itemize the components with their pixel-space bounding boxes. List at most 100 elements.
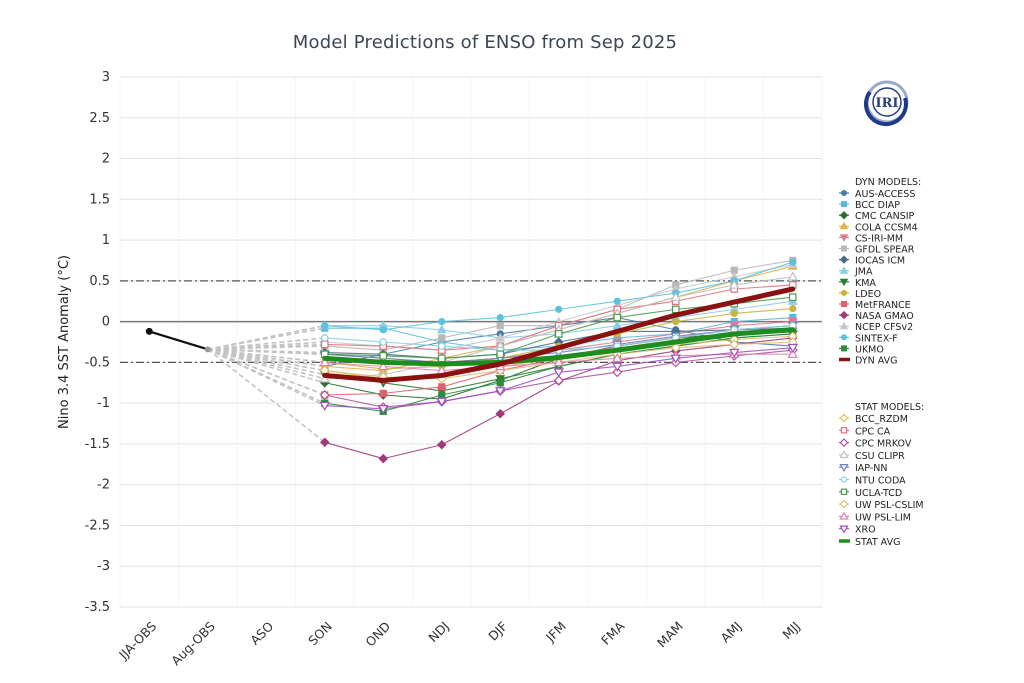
legend-marker: [839, 255, 849, 264]
data-point: [437, 354, 446, 363]
data-point: [787, 348, 798, 359]
legend-item-label: CS-IRI-MM: [855, 233, 903, 244]
legend-item-label: CSU CLIPR: [855, 451, 905, 462]
legend-marker: [840, 427, 848, 434]
data-point: [379, 352, 388, 360]
legend-item-label: NASA GMAO: [855, 311, 914, 322]
legend-marker: [840, 476, 848, 483]
data-point: [729, 339, 740, 350]
connector-line: [207, 343, 325, 351]
y-tick-label: 2: [102, 152, 110, 167]
legend-item-label: COLA CCSM4: [855, 222, 918, 233]
data-point: [438, 383, 446, 391]
data-point: [320, 334, 329, 342]
data-point: [379, 338, 388, 346]
legend-item-label: LDEO: [855, 289, 881, 300]
data-point: [437, 342, 446, 350]
legend-item-label: AUS-ACCESS: [855, 189, 915, 200]
connector-line: [207, 348, 325, 372]
connector-line: [207, 348, 326, 404]
legend-marker: [839, 221, 849, 230]
legend-marker: [839, 450, 849, 459]
observed-point: [204, 346, 211, 353]
legend-dyn-header: DYN MODELS:: [855, 177, 921, 188]
series-layer: [145, 256, 798, 464]
data-point: [730, 309, 738, 318]
legend-marker: [839, 310, 849, 320]
legend-marker: [839, 266, 849, 274]
data-point: [496, 322, 504, 330]
connector-line: [207, 324, 325, 351]
legend-item-label: IOCAS ICM: [855, 256, 905, 267]
y-tick-label: -2.5: [85, 518, 110, 533]
connector-line: [207, 348, 326, 443]
legend-item-label: IAP-NN: [855, 463, 887, 474]
y-axis: 3 2.5 2 1.5 1 0.5 0 -0.5 -1 -1.5 -2 -2.5 -3 -3.5: [85, 70, 110, 615]
y-tick-label: 0.5: [89, 274, 110, 289]
data-point: [789, 258, 797, 266]
data-point: [554, 330, 563, 338]
data-point: [378, 405, 389, 415]
data-point: [378, 361, 389, 371]
data-point: [553, 375, 564, 386]
x-tick-label: MAM: [654, 619, 686, 651]
connector-line: [207, 348, 326, 396]
data-point: [438, 318, 446, 326]
legend-item-label: BCC_RZDM: [855, 414, 908, 425]
data-point: [612, 352, 623, 363]
series-observed: [145, 327, 211, 353]
legend-marker: [841, 345, 848, 352]
y-tick-label: 1.5: [89, 192, 110, 207]
data-point: [613, 297, 621, 305]
data-point: [788, 293, 797, 301]
legend-stat-header: STAT MODELS:: [855, 402, 924, 413]
legend-marker: [839, 438, 849, 448]
legend-item-label: UW PSL-CSLIM: [855, 500, 924, 511]
y-tick-label: -1.5: [85, 437, 110, 452]
legend-marker: [839, 278, 849, 287]
x-tick-label: FMA: [598, 618, 628, 648]
data-point: [495, 408, 506, 419]
logo-ring-arc: [864, 90, 908, 127]
connector-line: [207, 348, 326, 407]
x-tick-label: DJF: [485, 619, 510, 644]
legend-marker: [841, 300, 848, 307]
y-tick-label: 2.5: [89, 111, 110, 126]
y-tick-label: -2: [97, 478, 110, 493]
data-point: [789, 304, 797, 313]
legend-item-label: STAT AVG: [855, 537, 900, 548]
legend-item-label: UKMO: [855, 344, 884, 355]
data-point: [379, 389, 387, 397]
y-tick-label: -0.5: [85, 355, 110, 370]
data-point: [613, 313, 622, 322]
data-point: [496, 350, 505, 359]
legend-marker: [839, 464, 849, 472]
data-point: [321, 322, 329, 330]
data-point: [320, 340, 329, 349]
y-tick-label: 0: [102, 315, 110, 330]
legend-marker: [839, 234, 849, 242]
legend-marker: [841, 289, 848, 296]
legend-marker: [841, 334, 848, 341]
legend-marker: [839, 321, 849, 330]
data-point: [787, 271, 798, 281]
legend-item-label: UCLA-TCD: [855, 488, 902, 499]
data-point: [495, 387, 506, 397]
data-point: [319, 401, 330, 412]
x-tick-label: OND: [362, 619, 393, 650]
legend-marker: [841, 245, 848, 252]
legend-item-label: CPC MRKOV: [855, 439, 912, 450]
data-point: [319, 389, 330, 401]
legend-item-label: KMA: [855, 278, 876, 289]
data-point: [612, 362, 623, 372]
data-point: [729, 279, 740, 289]
logo-text: IRI: [876, 96, 899, 111]
data-point: [672, 318, 680, 326]
data-point: [671, 305, 680, 314]
x-tick-label: JFM: [542, 619, 569, 646]
legend-marker: [839, 499, 849, 509]
connector-line: [207, 348, 325, 356]
legend-item-label: CPC CA: [855, 426, 891, 437]
connector-line: [207, 348, 325, 364]
legend-marker: [839, 511, 849, 520]
